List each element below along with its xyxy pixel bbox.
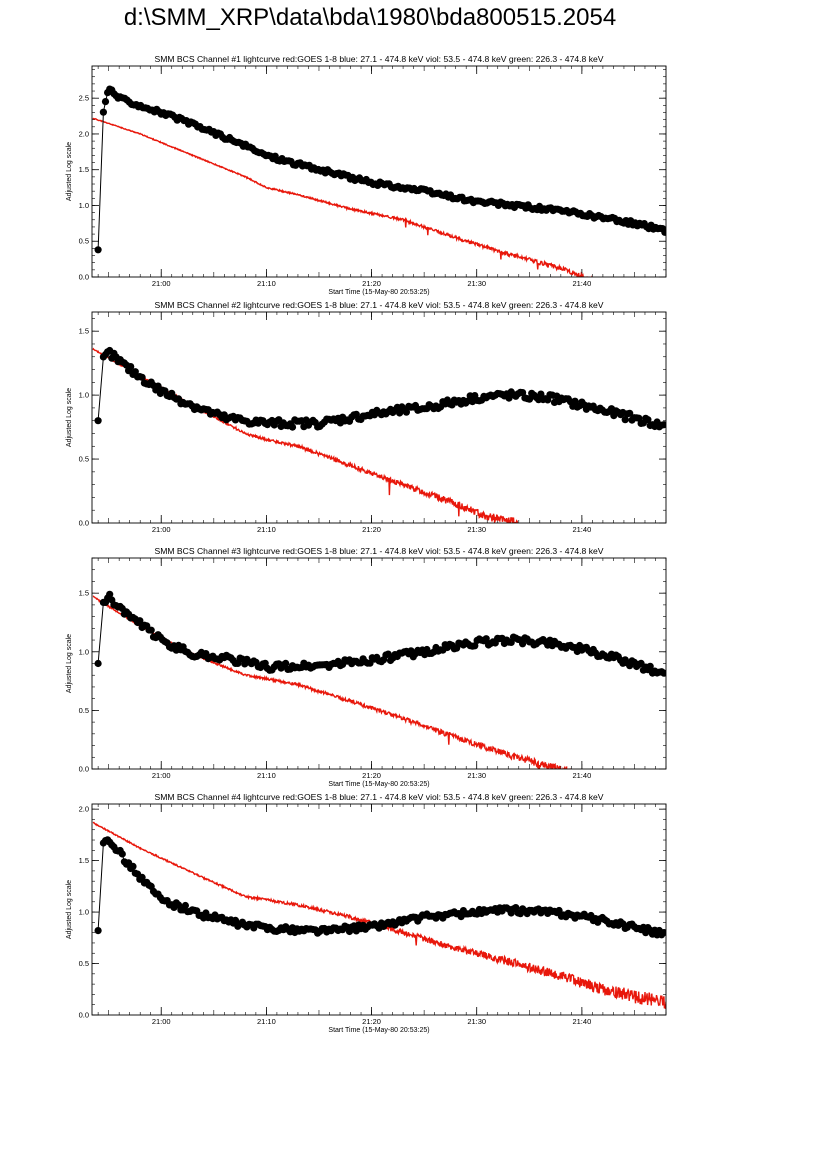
chart-panel-2: SMM BCS Channel #2 lightcurve red:GOES 1… — [66, 300, 667, 534]
x-tick-label: 21:40 — [572, 525, 591, 534]
chart-title: SMM BCS Channel #3 lightcurve red:GOES 1… — [154, 546, 603, 556]
y-axis-label: Adjusted Log scale — [66, 388, 73, 447]
x-tick-label: 21:40 — [572, 771, 591, 780]
goes-series-line — [92, 347, 519, 523]
plot-frame — [91, 65, 667, 278]
x-tick-label: 21:20 — [362, 525, 381, 534]
y-tick-label: 2.0 — [79, 805, 89, 814]
x-tick-label: 21:00 — [152, 279, 171, 288]
x-tick-label: 21:00 — [152, 771, 171, 780]
y-tick-label: 1.5 — [79, 856, 89, 865]
plot-frame — [91, 803, 667, 1016]
chart-panel-4: SMM BCS Channel #4 lightcurve red:GOES 1… — [66, 792, 667, 1034]
chart-panel-1: SMM BCS Channel #1 lightcurve red:GOES 1… — [66, 54, 667, 296]
x-axis-label: Start Time (15-May-80 20:53:25) — [328, 781, 429, 788]
y-tick-label: 0.5 — [79, 959, 89, 968]
x-tick-label: 21:10 — [257, 771, 276, 780]
x-tick-label: 21:30 — [467, 1017, 486, 1026]
bcs-series-line — [97, 839, 665, 937]
bcs-series-line — [97, 349, 665, 429]
goes-series-line — [92, 117, 593, 277]
x-tick-label: 21:40 — [572, 279, 591, 288]
bcs-data-point — [94, 417, 102, 425]
plot-frame — [91, 311, 667, 524]
bcs-series-line — [97, 88, 666, 250]
y-axis-label: Adjusted Log scale — [66, 880, 73, 939]
y-tick-label: 0.5 — [79, 237, 89, 246]
bcs-data-point — [661, 228, 666, 236]
bcs-series — [94, 590, 666, 677]
page-title: d:\SMM_XRP\data\bda\1980\bda800515.2054 — [123, 4, 617, 31]
plot-frame — [91, 557, 667, 770]
chart-title: SMM BCS Channel #1 lightcurve red:GOES 1… — [154, 54, 603, 64]
plot-area — [92, 590, 666, 769]
bcs-series — [94, 346, 666, 431]
x-tick-label: 21:10 — [257, 279, 276, 288]
chart-panel-3: SMM BCS Channel #3 lightcurve red:GOES 1… — [66, 546, 667, 788]
y-tick-label: 0.0 — [79, 765, 89, 774]
y-tick-label: 0.0 — [79, 1011, 89, 1020]
y-tick-label: 2.0 — [79, 129, 89, 138]
x-tick-label: 21:10 — [257, 1017, 276, 1026]
plot-area — [92, 821, 666, 1009]
y-tick-label: 0.0 — [79, 273, 89, 282]
y-tick-label: 1.5 — [79, 589, 89, 598]
y-tick-label: 1.5 — [79, 327, 89, 336]
x-tick-label: 21:40 — [572, 1017, 591, 1026]
x-tick-label: 21:10 — [257, 525, 276, 534]
x-tick-label: 21:00 — [152, 1017, 171, 1026]
bcs-series — [94, 836, 666, 939]
x-tick-label: 21:30 — [467, 279, 486, 288]
y-tick-label: 1.0 — [79, 391, 89, 400]
x-tick-label: 21:30 — [467, 771, 486, 780]
y-tick-label: 2.5 — [79, 94, 89, 103]
x-tick-label: 21:20 — [362, 771, 381, 780]
x-tick-label: 21:00 — [152, 525, 171, 534]
x-tick-label: 21:20 — [362, 1017, 381, 1026]
chart-title: SMM BCS Channel #2 lightcurve red:GOES 1… — [154, 300, 603, 310]
y-tick-label: 0.0 — [79, 519, 89, 528]
y-axis-label: Adjusted Log scale — [66, 634, 73, 693]
chart-title: SMM BCS Channel #4 lightcurve red:GOES 1… — [154, 792, 603, 802]
x-axis-label: Start Time (15-May-80 20:53:25) — [328, 1027, 429, 1034]
bcs-series — [94, 85, 666, 254]
plot-area — [92, 85, 666, 277]
y-tick-label: 0.5 — [79, 455, 89, 464]
y-axis-label: Adjusted Log scale — [66, 142, 73, 201]
y-tick-label: 1.5 — [79, 165, 89, 174]
x-tick-label: 21:20 — [362, 279, 381, 288]
plot-area — [92, 346, 666, 523]
bcs-series-line — [97, 593, 665, 674]
x-axis-label: Start Time (15-May-80 20:53:25) — [328, 289, 429, 296]
x-tick-label: 21:30 — [467, 525, 486, 534]
goes-series-line — [92, 595, 572, 769]
y-tick-label: 1.0 — [79, 647, 89, 656]
y-tick-label: 0.5 — [79, 706, 89, 715]
y-tick-label: 1.0 — [79, 201, 89, 210]
y-tick-label: 1.0 — [79, 908, 89, 917]
